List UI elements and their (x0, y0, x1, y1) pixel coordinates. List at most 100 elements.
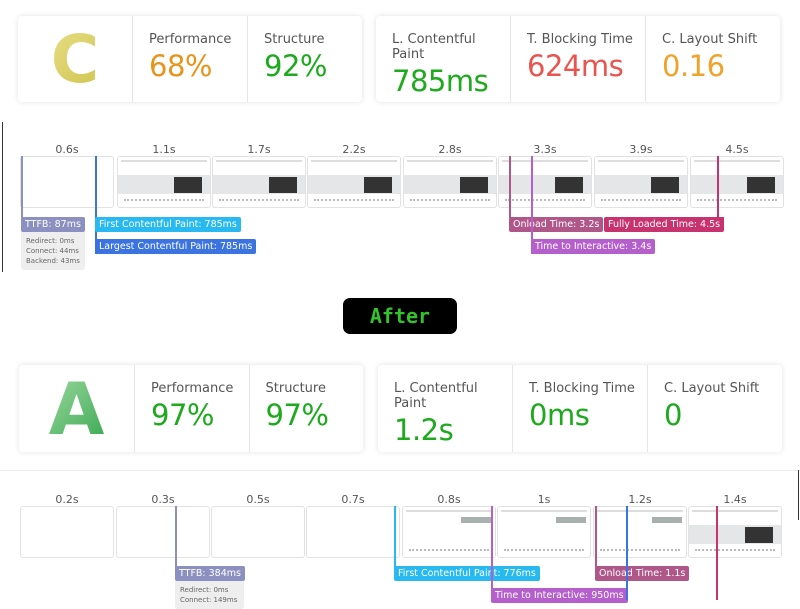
fully-loaded-line (717, 156, 719, 218)
metric-value: 0 (664, 398, 682, 432)
grade-letter: A (19, 365, 134, 452)
backend-time: Backend: 43ms (26, 257, 80, 265)
filmstrip-frame[interactable] (497, 506, 591, 558)
timeline-tick: 0.8s (437, 493, 461, 506)
timeline-tick: 3.3s (533, 143, 557, 156)
timeline-tick: 1s (537, 493, 551, 506)
metric-label: Performance (149, 32, 232, 47)
fcp-line (394, 506, 396, 567)
structure-metric: Structure 92% (247, 16, 362, 102)
ttfb-marker: TTFB: 384ms (175, 566, 245, 581)
filmstrip-frame[interactable] (593, 506, 687, 558)
filmstrip-frame[interactable] (688, 506, 782, 558)
ttfb-line (175, 506, 177, 567)
metric-label: L. Contentful Paint (394, 381, 478, 411)
timeline-tick: 1.4s (723, 493, 747, 506)
before-vitals-card: L. Contentful Paint 785ms T. Blocking Tim… (376, 16, 780, 102)
cls-metric: C. Layout Shift 0.16 (645, 16, 780, 102)
lcp-metric: L. Contentful Paint 1.2s (378, 365, 512, 452)
fcp-marker: First Contentful Paint: 776ms (394, 566, 540, 581)
metric-label: C. Layout Shift (662, 32, 758, 47)
metric-label: T. Blocking Time (527, 32, 633, 47)
performance-metric: Performance 97% (134, 365, 249, 452)
tbt-metric: T. Blocking Time 0ms (512, 365, 647, 452)
timeline-tick: 2.8s (438, 143, 462, 156)
filmstrip-frame[interactable] (212, 156, 306, 208)
metric-label: T. Blocking Time (529, 381, 635, 396)
onload-marker: Onload Time: 3.2s (509, 217, 604, 232)
tti-line (531, 156, 533, 254)
timeline-tick: 0.2s (55, 493, 79, 506)
metric-value: 624ms (527, 49, 624, 83)
metric-value: 0.16 (662, 49, 725, 83)
onload-line (509, 156, 511, 218)
filmstrip-frame[interactable] (20, 156, 114, 208)
metric-label: L. Contentful Paint (392, 32, 476, 62)
metric-value: 97% (265, 398, 329, 432)
filmstrip-frame[interactable] (498, 156, 592, 208)
connect-time: Connect: 44ms (26, 247, 79, 255)
connect-time: Connect: 149ms (180, 596, 238, 604)
tti-marker: Time to Interactive: 950ms (491, 588, 628, 603)
grade-letter: C (18, 16, 132, 102)
tti-marker: Time to Interactive: 3.4s (531, 239, 656, 254)
fully-loaded-marker: Fully Loaded Time: 4.5s (604, 217, 725, 232)
metric-label: Structure (265, 381, 326, 396)
lcp-metric: L. Contentful Paint 785ms (376, 16, 510, 102)
metric-value: 1.2s (394, 413, 454, 447)
cls-metric: C. Layout Shift 0 (647, 365, 782, 452)
redirect-time: Redirect: 0ms (180, 586, 229, 594)
metric-label: Performance (151, 381, 234, 396)
ttfb-marker: TTFB: 87ms (21, 217, 85, 232)
timeline-tick: 0.5s (246, 493, 270, 506)
before-score-card: C Performance 68% Structure 92% (18, 16, 362, 102)
timeline-tick: 2.2s (342, 143, 366, 156)
filmstrip-frame[interactable] (403, 156, 497, 208)
timeline-tick: 4.5s (725, 143, 749, 156)
metric-label: C. Layout Shift (664, 381, 760, 396)
metric-value: 68% (149, 49, 212, 83)
lcp-marker: Largest Contentful Paint: 785ms (95, 239, 257, 254)
filmstrip-frame[interactable] (307, 156, 401, 208)
filmstrip-frame[interactable] (116, 506, 210, 558)
timeline-tick: 1.2s (628, 493, 652, 506)
timeline-tick: 1.1s (152, 143, 176, 156)
metric-value: 785ms (392, 64, 489, 98)
onload-line (595, 506, 597, 567)
timeline-tick: 0.6s (55, 143, 79, 156)
ttfb-breakdown: Redirect: 0ms Connect: 44ms Backend: 43ms (21, 232, 85, 270)
ttfb-breakdown: Redirect: 0ms Connect: 149ms (175, 581, 244, 609)
fully-loaded-line (716, 506, 718, 600)
after-vitals-card: L. Contentful Paint 1.2s T. Blocking Time… (378, 365, 782, 452)
metric-value: 97% (151, 398, 214, 432)
performance-metric: Performance 68% (132, 16, 247, 102)
section-border (2, 122, 3, 272)
tbt-metric: T. Blocking Time 624ms (510, 16, 645, 102)
after-label: After (343, 298, 457, 334)
timeline-tick: 1.7s (247, 143, 271, 156)
filmstrip-frame[interactable] (20, 506, 114, 558)
timeline-tick: 0.3s (151, 493, 175, 506)
tti-line (491, 506, 493, 589)
filmstrip-frame[interactable] (594, 156, 688, 208)
lcp-line (626, 506, 628, 600)
ttfb-line (21, 156, 23, 218)
fcp-lcp-line (95, 156, 97, 254)
section-divider (0, 470, 800, 471)
metric-label: Structure (264, 32, 325, 47)
after-score-card: A Performance 97% Structure 97% (19, 365, 363, 452)
redirect-time: Redirect: 0ms (26, 237, 75, 245)
onload-marker: Onload Time: 1.1s (595, 566, 690, 581)
section-border (798, 470, 799, 520)
metric-value: 92% (264, 49, 327, 83)
structure-metric: Structure 97% (248, 365, 364, 452)
metric-value: 0ms (529, 398, 590, 432)
filmstrip-frame[interactable] (402, 506, 496, 558)
timeline-tick: 3.9s (629, 143, 653, 156)
timeline-tick: 0.7s (341, 493, 365, 506)
filmstrip-frame[interactable] (306, 506, 400, 558)
fcp-marker: First Contentful Paint: 785ms (95, 217, 241, 232)
filmstrip-frame[interactable] (690, 156, 784, 208)
filmstrip-frame[interactable] (117, 156, 211, 208)
filmstrip-frame[interactable] (211, 506, 305, 558)
